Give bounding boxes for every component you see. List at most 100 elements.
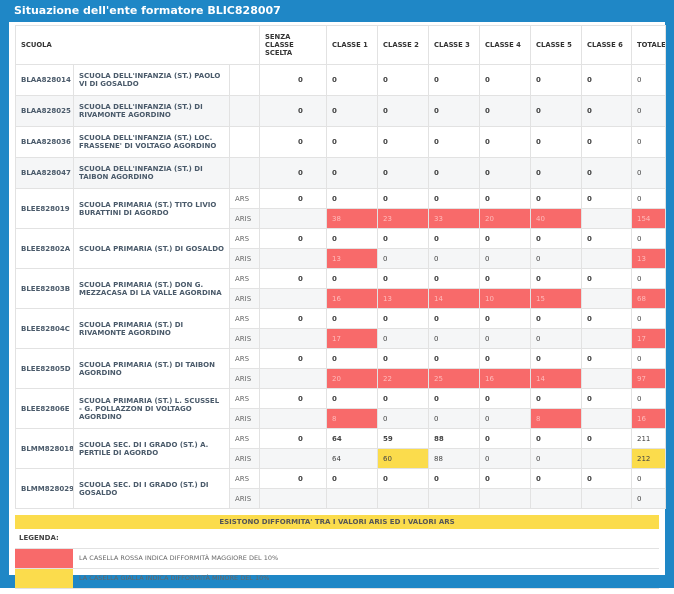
value-cell: 0 (530, 308, 583, 329)
value-cell: 0 (530, 448, 583, 469)
value-cell: 212 (631, 448, 667, 469)
value-cell: 211 (631, 428, 667, 449)
row-label: ARS (228, 388, 261, 409)
value-cell: 10 (479, 288, 532, 309)
value-cell (377, 488, 430, 509)
value-cell: 0 (479, 188, 532, 209)
value-cell (530, 488, 583, 509)
school-name: SCUOLA SEC. DI I GRADO (ST.) DI GOSALDO (73, 468, 230, 509)
value-cell: 0 (479, 248, 532, 269)
value-cell: 0 (530, 188, 583, 209)
value-cell: 0 (377, 157, 430, 189)
value-cell: 0 (581, 188, 633, 209)
school-code: BLAA828014 (15, 64, 74, 96)
value-cell: 0 (259, 64, 328, 96)
school-code: BLEE82806E (15, 388, 74, 429)
value-cell: 0 (428, 268, 481, 289)
value-cell: 0 (326, 468, 379, 489)
value-cell: 0 (479, 328, 532, 349)
value-cell: 0 (530, 157, 583, 189)
value-cell: 0 (428, 188, 481, 209)
legend-swatch (15, 549, 73, 568)
school-name: SCUOLA PRIMARIA (ST.) DI RIVAMONTE AGORD… (73, 308, 230, 349)
value-cell: 0 (377, 188, 430, 209)
value-cell: 0 (428, 228, 481, 249)
value-cell: 40 (530, 208, 583, 229)
value-cell: 0 (479, 468, 532, 489)
value-cell: 0 (326, 188, 379, 209)
legend-swatch (15, 569, 73, 588)
value-cell: 0 (428, 328, 481, 349)
value-cell: 0 (428, 468, 481, 489)
row: ARIS 20 22 25 16 14 97 (16, 368, 667, 389)
school-code: BLEE82803B (15, 268, 74, 309)
value-cell: 0 (530, 428, 583, 449)
header-cell: SENZA CLASSE SCELTA (259, 25, 328, 65)
value-cell: 8 (326, 408, 379, 429)
value-cell: 0 (259, 428, 328, 449)
value-cell: 0 (259, 228, 328, 249)
empty-cell (228, 64, 261, 96)
value-cell: 0 (581, 64, 633, 96)
row-label: ARIS (228, 208, 261, 229)
value-cell (259, 328, 328, 349)
row-label: ARS (228, 348, 261, 369)
row: BLEE82803B SCUOLA PRIMARIA (ST.) DON G. M… (15, 268, 667, 309)
value-cell: 0 (479, 388, 532, 409)
value-cell: 16 (326, 288, 379, 309)
value-cell: 13 (631, 248, 667, 269)
value-cell: 0 (479, 95, 532, 127)
school-name: SCUOLA PRIMARIA (ST.) DON G. MEZZACASA D… (73, 268, 230, 309)
legend: LA CASELLA ROSSA INDICA DIFFORMITÀ MAGGI… (15, 549, 659, 589)
value-cell: 0 (631, 488, 667, 509)
header-cell: CLASSE 3 (428, 25, 481, 65)
row-label: ARS (228, 428, 261, 449)
value-cell: 88 (428, 428, 481, 449)
value-cell: 0 (377, 95, 430, 127)
school-code: BLAA828036 (15, 126, 74, 158)
value-cell: 0 (428, 64, 481, 96)
row-label: ARS (228, 308, 261, 329)
value-cell: 0 (377, 126, 430, 158)
school-name: SCUOLA SEC. DI I GRADO (ST.) A. PERTILE … (73, 428, 230, 469)
value-cell: 0 (581, 228, 633, 249)
value-cell (259, 408, 328, 429)
row: ARIS 17 0 0 0 0 17 (16, 328, 667, 349)
row: BLAA828036 SCUOLA DELL'INFANZIA (ST.) LOC… (15, 126, 667, 158)
value-cell: 0 (631, 188, 667, 209)
value-cell: 0 (326, 388, 379, 409)
value-cell (479, 488, 532, 509)
row: BLMM828029 SCUOLA SEC. DI I GRADO (ST.) D… (15, 468, 667, 509)
value-cell: 17 (326, 328, 379, 349)
row-label: ARIS (228, 328, 261, 349)
school-name: SCUOLA PRIMARIA (ST.) DI GOSALDO (73, 228, 230, 269)
value-cell: 0 (259, 188, 328, 209)
value-cell: 17 (631, 328, 667, 349)
value-cell: 0 (530, 348, 583, 369)
school-name: SCUOLA DELL'INFANZIA (ST.) LOC. FRASSENE… (73, 126, 230, 158)
value-cell: 0 (326, 157, 379, 189)
value-cell: 0 (631, 348, 667, 369)
value-cell: 0 (581, 268, 633, 289)
panel: SCUOLA SENZA CLASSE SCELTA CLASSE 1 CLASSE … (9, 22, 667, 589)
value-cell: 0 (326, 348, 379, 369)
value-cell: 0 (377, 228, 430, 249)
value-cell: 0 (530, 95, 583, 127)
school-name: SCUOLA DELL'INFANZIA (ST.) PAOLO VI DI G… (73, 64, 230, 96)
empty-cell (228, 126, 261, 158)
value-cell: 0 (530, 228, 583, 249)
value-cell: 0 (377, 408, 430, 429)
school-name: SCUOLA PRIMARIA (ST.) DI TAIBON AGORDINO (73, 348, 230, 389)
row-label: ARIS (228, 248, 261, 269)
row: ARIS 0 (16, 488, 667, 509)
header-cell: CLASSE 1 (326, 25, 379, 65)
value-cell: 64 (326, 448, 379, 469)
value-cell: 154 (631, 208, 667, 229)
value-cell: 0 (479, 126, 532, 158)
value-cell: 16 (479, 368, 532, 389)
value-cell: 0 (631, 126, 667, 158)
value-cell (581, 488, 633, 509)
value-cell: 0 (581, 388, 633, 409)
value-cell: 0 (428, 126, 481, 158)
